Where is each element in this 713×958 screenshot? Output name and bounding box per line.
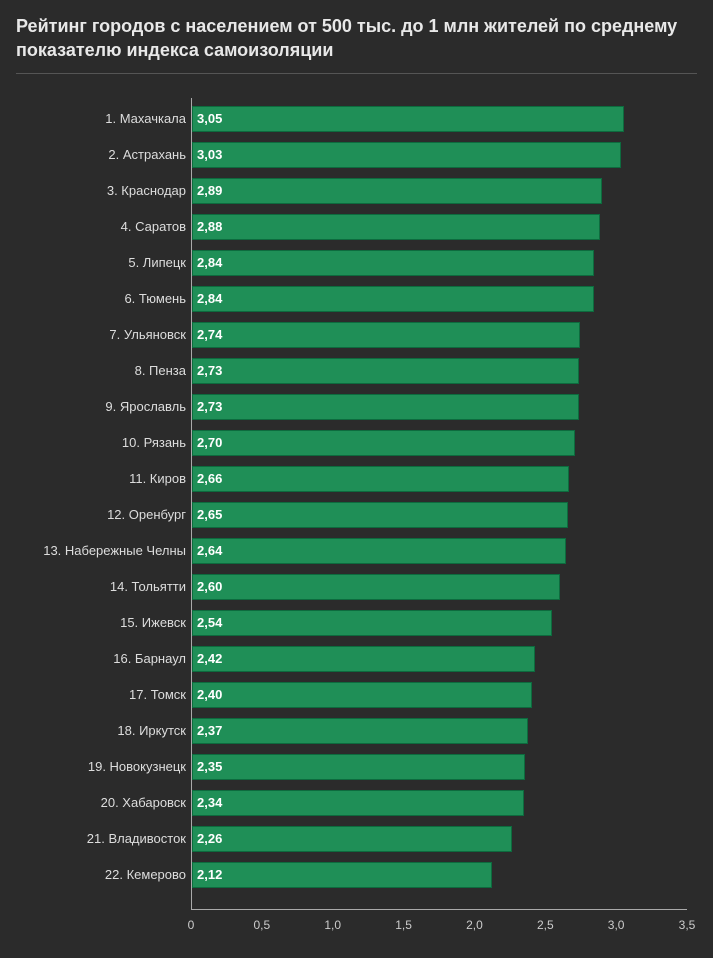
bar-value-label: 2,73 xyxy=(193,399,222,414)
bar-value-label: 2,40 xyxy=(193,687,222,702)
bar: 2,26 xyxy=(192,826,512,852)
chart-title: Рейтинг городов с населением от 500 тыс.… xyxy=(16,14,697,74)
bar: 2,37 xyxy=(192,718,528,744)
y-axis-label: 9. Ярославль xyxy=(105,399,186,414)
bar: 2,84 xyxy=(192,250,594,276)
bar-value-label: 2,73 xyxy=(193,363,222,378)
bar-value-label: 2,84 xyxy=(193,291,222,306)
bar: 2,65 xyxy=(192,502,568,528)
bar-value-label: 2,88 xyxy=(193,219,222,234)
bar-value-label: 2,70 xyxy=(193,435,222,450)
bar-value-label: 3,05 xyxy=(193,111,222,126)
bar: 2,73 xyxy=(192,358,579,384)
y-axis-label: 19. Новокузнецк xyxy=(88,759,186,774)
bar: 3,05 xyxy=(192,106,624,132)
bar: 2,74 xyxy=(192,322,580,348)
bar: 2,84 xyxy=(192,286,594,312)
bar: 2,42 xyxy=(192,646,535,672)
bar-value-label: 2,54 xyxy=(193,615,222,630)
bar: 2,70 xyxy=(192,430,575,456)
x-axis-tick-label: 1,5 xyxy=(395,918,412,932)
y-axis-label: 16. Барнаул xyxy=(113,651,186,666)
y-axis-label: 1. Махачкала xyxy=(105,111,186,126)
y-axis-label: 4. Саратов xyxy=(121,219,186,234)
y-axis-label: 12. Оренбург xyxy=(107,507,186,522)
chart-container: Рейтинг городов с населением от 500 тыс.… xyxy=(0,0,713,940)
y-axis-label: 2. Астрахань xyxy=(108,147,186,162)
bar-value-label: 2,89 xyxy=(193,183,222,198)
bar: 2,34 xyxy=(192,790,524,816)
bar-value-label: 2,34 xyxy=(193,795,222,810)
y-axis-label: 7. Ульяновск xyxy=(109,327,186,342)
bar-value-label: 2,35 xyxy=(193,759,222,774)
bar: 3,03 xyxy=(192,142,621,168)
bar-value-label: 2,64 xyxy=(193,543,222,558)
bar: 2,89 xyxy=(192,178,602,204)
bar: 2,73 xyxy=(192,394,579,420)
x-axis-tick-label: 2,0 xyxy=(466,918,483,932)
y-axis-label: 22. Кемерово xyxy=(105,867,186,882)
x-axis-tick-label: 0 xyxy=(188,918,195,932)
bar-value-label: 2,60 xyxy=(193,579,222,594)
y-axis-label: 5. Липецк xyxy=(128,255,186,270)
y-axis-label: 21. Владивосток xyxy=(87,831,186,846)
y-axis-label: 11. Киров xyxy=(129,471,186,486)
y-axis-label: 10. Рязань xyxy=(122,435,186,450)
y-axis-label: 13. Набережные Челны xyxy=(43,543,186,558)
y-axis-label: 18. Иркутск xyxy=(117,723,186,738)
bar: 2,35 xyxy=(192,754,525,780)
x-axis-tick-label: 1,0 xyxy=(324,918,341,932)
y-axis-label: 20. Хабаровск xyxy=(101,795,186,810)
y-axis-label: 3. Краснодар xyxy=(107,183,186,198)
bar: 2,54 xyxy=(192,610,552,636)
bar: 2,12 xyxy=(192,862,492,888)
bar-value-label: 2,37 xyxy=(193,723,222,738)
x-axis-tick-label: 3,5 xyxy=(679,918,696,932)
bar: 2,40 xyxy=(192,682,532,708)
y-axis-label: 8. Пенза xyxy=(135,363,186,378)
bar-value-label: 2,74 xyxy=(193,327,222,342)
bar-chart: 1. Махачкала 3,05 2. Астрахань 3,03 3. Красн… xyxy=(16,98,697,940)
y-axis-label: 17. Томск xyxy=(129,687,186,702)
bar-value-label: 2,65 xyxy=(193,507,222,522)
y-axis-label: 14. Тольятти xyxy=(110,579,186,594)
x-axis-tick-label: 3,0 xyxy=(608,918,625,932)
bar-value-label: 2,12 xyxy=(193,867,222,882)
x-axis-tick-label: 2,5 xyxy=(537,918,554,932)
bar-value-label: 3,03 xyxy=(193,147,222,162)
y-axis-label: 6. Тюмень xyxy=(124,291,186,306)
bar: 2,88 xyxy=(192,214,600,240)
bar-value-label: 2,42 xyxy=(193,651,222,666)
x-axis-tick-label: 0,5 xyxy=(254,918,271,932)
bar-value-label: 2,66 xyxy=(193,471,222,486)
bar: 2,64 xyxy=(192,538,566,564)
bar: 2,66 xyxy=(192,466,569,492)
bar-value-label: 2,84 xyxy=(193,255,222,270)
bar-value-label: 2,26 xyxy=(193,831,222,846)
bar: 2,60 xyxy=(192,574,560,600)
y-axis-label: 15. Ижевск xyxy=(120,615,186,630)
